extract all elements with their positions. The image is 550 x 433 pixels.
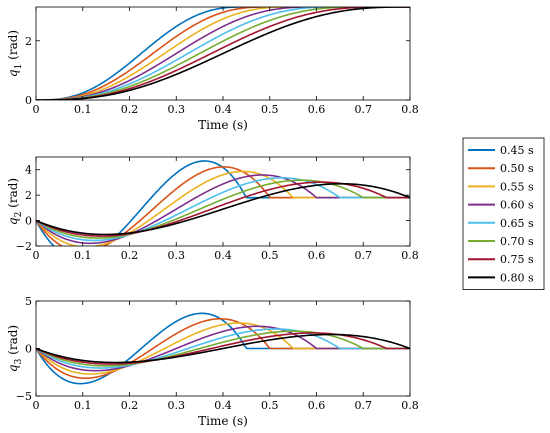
x-tick-label: 0.4 <box>214 249 232 262</box>
y-tick-label: 0 <box>25 215 32 228</box>
x-tick-label: 0.2 <box>121 103 139 116</box>
y-tick-label: 2 <box>25 189 32 202</box>
axes-box <box>35 156 411 247</box>
legend-entry: 0.45 s <box>500 144 534 157</box>
y-tick-label: 2 <box>25 35 32 48</box>
y-tick-label: 0 <box>25 343 32 356</box>
series-line-070s <box>36 330 410 367</box>
series-line-065s <box>36 177 410 242</box>
legend-entry: 0.80 s <box>500 271 534 284</box>
x-tick-label: 0.7 <box>355 399 373 412</box>
x-tick-label: 0.5 <box>261 103 279 116</box>
series-line-070s <box>36 179 410 239</box>
series-line-050s <box>36 7 410 100</box>
legend-entry: 0.60 s <box>500 199 534 212</box>
legend-entry: 0.50 s <box>500 162 534 175</box>
y-tick-label: 4 <box>25 164 32 177</box>
series-line-080s <box>36 7 410 100</box>
series-group <box>36 7 410 100</box>
x-tick-label: 0.8 <box>401 103 419 116</box>
y-axis-label: q1 (rad) <box>6 30 24 77</box>
x-tick-label: 0.2 <box>121 399 139 412</box>
x-tick-label: 0.5 <box>261 399 279 412</box>
series-line-080s <box>36 333 410 364</box>
series-group <box>36 160 410 246</box>
series-line-075s <box>36 332 410 365</box>
legend-entry: 0.65 s <box>500 217 534 230</box>
y-tick-label: 5 <box>25 295 32 308</box>
x-tick-label: 0.6 <box>308 103 326 116</box>
x-tick-label: 0.8 <box>401 399 419 412</box>
x-tick-label: 0.3 <box>168 249 186 262</box>
x-tick-label: 0 <box>33 399 40 412</box>
series-line-080s <box>36 182 410 236</box>
x-tick-label: 0.6 <box>308 399 326 412</box>
legend-box <box>462 137 545 291</box>
y-axis-label: q3 (rad) <box>6 325 24 372</box>
legend: 0.45 s 0.50 s 0.55 s 0.60 s 0.65 s 0.70 s 0.75… <box>462 137 545 291</box>
series-line-060s <box>36 7 410 100</box>
legend-entry: 0.55 s <box>500 180 534 193</box>
series-line-055s <box>36 7 410 100</box>
x-tick-label: 0.6 <box>308 249 326 262</box>
y-tick-label: −5 <box>16 390 32 403</box>
x-tick-label: 0.1 <box>74 399 92 412</box>
x-tick-label: 0.3 <box>168 399 186 412</box>
y-axis-label: q2 (rad) <box>6 178 24 225</box>
y-tick-label: −2 <box>16 240 32 253</box>
series-line-065s <box>36 7 410 100</box>
chart-panels: 0 0.1 0.2 0.3 0.4 0.5 0.6 0.7 0.8 0 2 Time (s) q1 (r… <box>6 6 419 428</box>
x-axis-label: Time (s) <box>198 118 248 132</box>
x-tick-label: 0.3 <box>168 103 186 116</box>
x-tick-label: 0.5 <box>261 249 279 262</box>
x-tick-label: 0.2 <box>121 249 139 262</box>
x-tick-label: 0.1 <box>74 249 92 262</box>
series-line-065s <box>36 328 410 369</box>
x-tick-label: 0.4 <box>214 103 232 116</box>
x-axis-label: Time (s) <box>198 414 248 428</box>
x-tick-label: 0 <box>33 249 40 262</box>
x-tick-label: 0.7 <box>355 103 373 116</box>
legend-entry: 0.70 s <box>500 235 534 248</box>
series-group <box>36 312 410 385</box>
x-tick-label: 0 <box>33 103 40 116</box>
x-tick-label: 0.4 <box>214 399 232 412</box>
x-tick-label: 0.8 <box>401 249 419 262</box>
y-tick-label: 0 <box>25 94 32 107</box>
x-tick-label: 0.1 <box>74 103 92 116</box>
panel-q1: 0 0.1 0.2 0.3 0.4 0.5 0.6 0.7 0.8 0 2 Time (s) q1 (r… <box>6 6 419 132</box>
legend-entry: 0.75 s <box>500 253 534 266</box>
x-tick-label: 0.7 <box>355 249 373 262</box>
